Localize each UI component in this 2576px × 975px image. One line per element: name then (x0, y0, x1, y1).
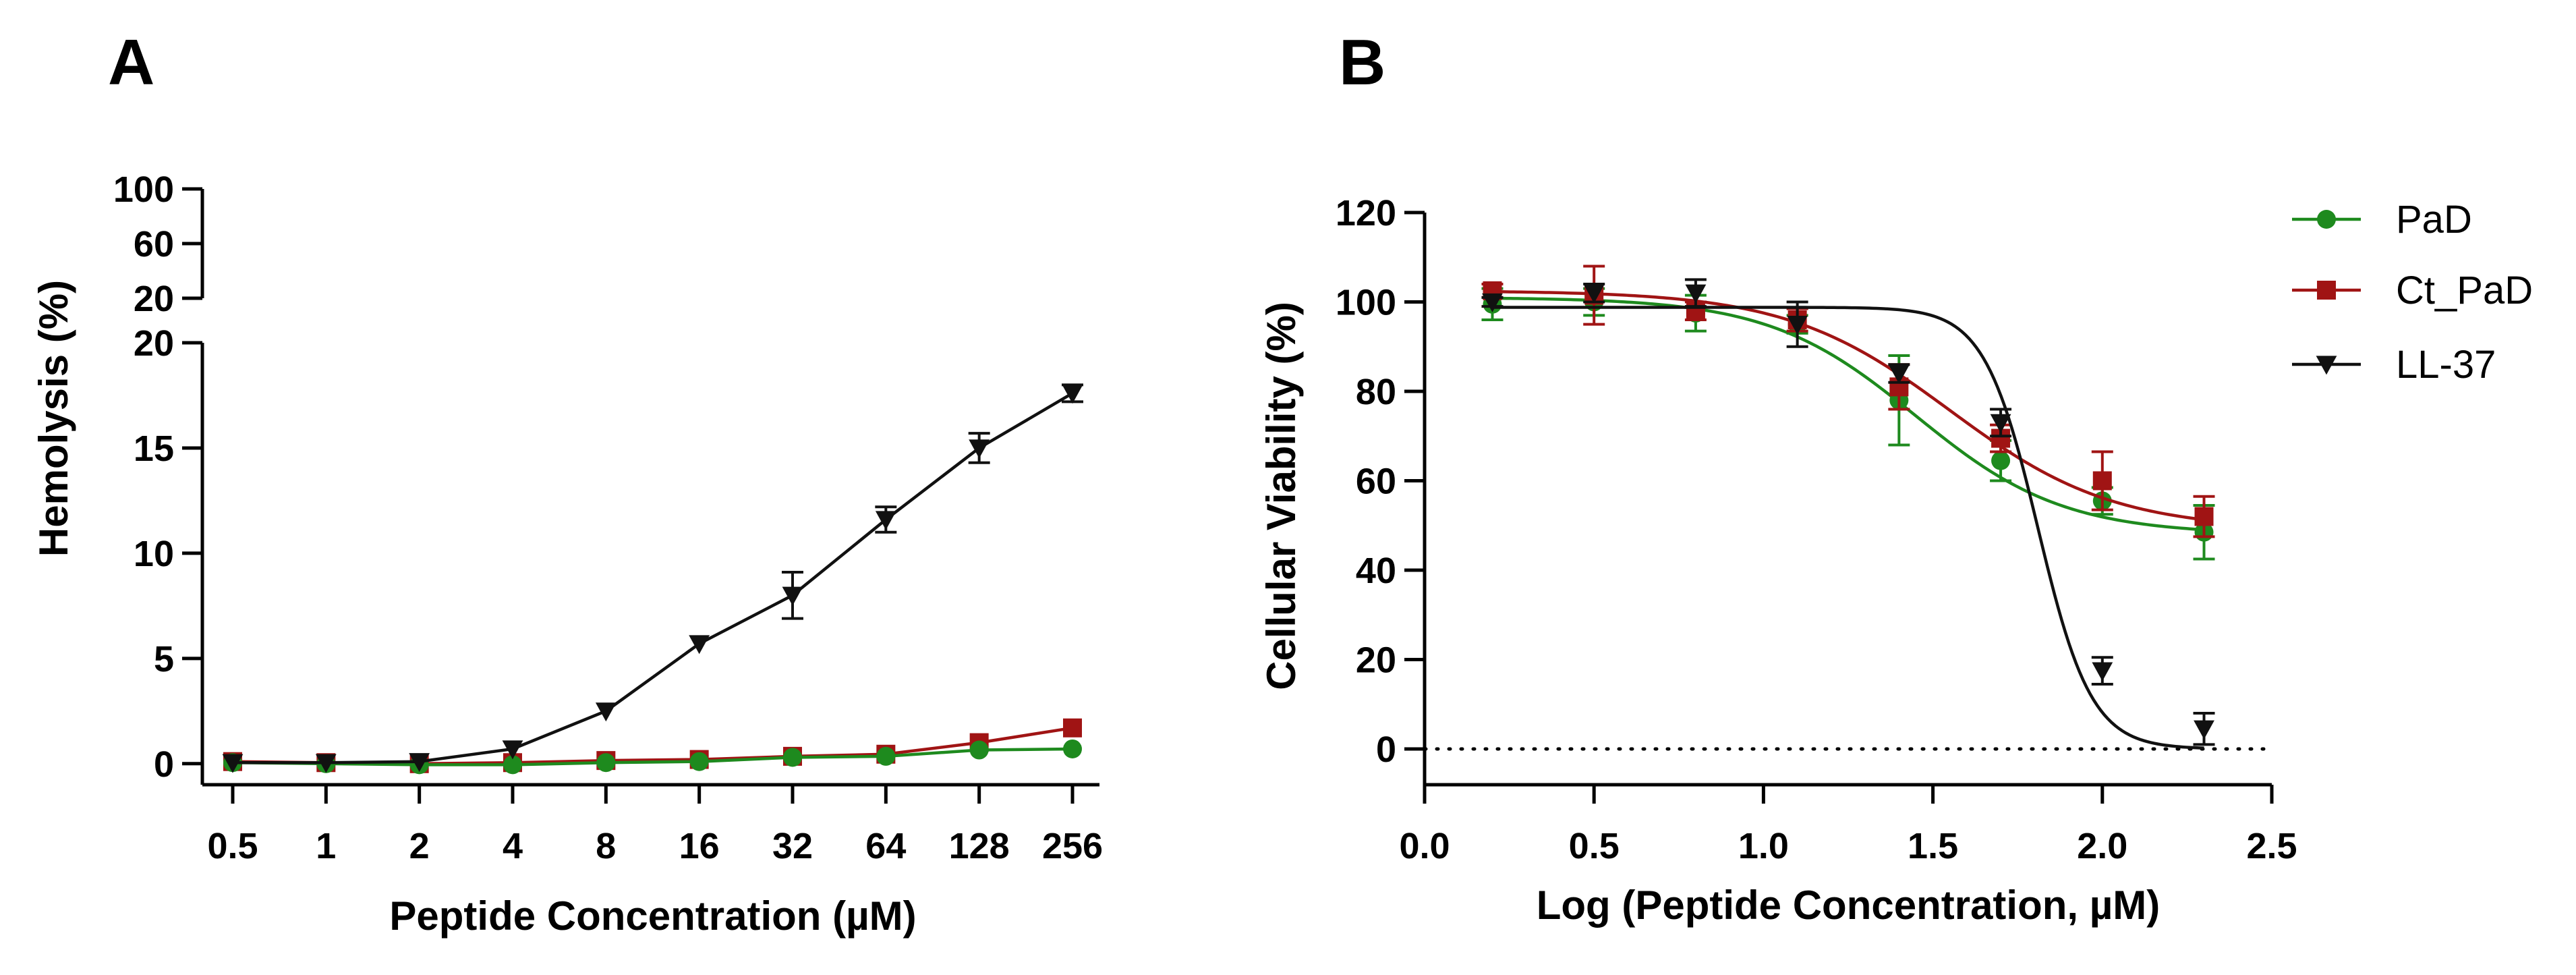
data-point (1685, 284, 1707, 304)
data-point (969, 439, 990, 459)
y-tick-label: 5 (154, 639, 174, 679)
data-point (969, 740, 989, 760)
x-tick-label: 1.0 (1738, 826, 1789, 866)
legend-item-ll-37: LL-37 (2292, 343, 2496, 387)
x-tick-label: 32 (772, 826, 813, 866)
x-tick-label: 1 (316, 826, 336, 866)
y-tick-label: 60 (134, 224, 174, 264)
fit-curve (1492, 290, 2204, 522)
legend-marker (2317, 210, 2336, 229)
y-tick-label: 20 (134, 279, 174, 319)
data-point (875, 511, 896, 530)
x-axis-title: Log (Peptide Concentration, µM) (1537, 883, 2160, 928)
y-tick-label: 0 (1376, 729, 1396, 770)
data-point (783, 748, 802, 767)
data-point (1888, 364, 1910, 384)
legend-item-ct-pad: Ct_PaD (2292, 269, 2533, 312)
series-line (232, 747, 1073, 767)
y-tick-label: 20 (1356, 640, 1396, 681)
data-point (782, 586, 803, 606)
y-tick-label: 15 (134, 428, 174, 469)
data-point (595, 702, 617, 722)
panel-a-letter: A (108, 26, 154, 99)
x-tick-label: 1.5 (1908, 826, 1958, 866)
data-point (222, 754, 244, 773)
viability-chart: 0 20 40 60 80 100 120 0.0 0.5 1.0 1.5 2.0 2.5 Log (Pe… (1259, 193, 2297, 928)
series-line (232, 726, 1073, 766)
x-tick-label: 256 (1042, 826, 1103, 866)
x-axis-title: Peptide Concentration (µM) (389, 893, 916, 939)
x-tick-label: 2.0 (2077, 826, 2127, 866)
fit-curve (1492, 296, 2204, 532)
x-tick-label: 64 (865, 826, 906, 866)
y-tick-label: 100 (1336, 283, 1396, 323)
series-ll-37 (222, 383, 1083, 773)
series-pad (1481, 287, 2215, 561)
x-tick-label: 0.5 (207, 826, 258, 866)
y-tick-label: 100 (113, 169, 174, 210)
legend-label: PaD (2396, 198, 2472, 242)
data-point (315, 754, 337, 773)
y-tick-label: 20 (134, 323, 174, 364)
data-point (2194, 720, 2214, 740)
legend-label: LL-37 (2396, 343, 2496, 387)
data-point (1063, 739, 1082, 758)
x-tick-label: 4 (503, 826, 523, 866)
legend-marker (2316, 356, 2337, 375)
fit-curve (1492, 306, 2204, 750)
y-axis-title: Cellular Viability (%) (1259, 302, 1304, 690)
data-point (1787, 316, 1808, 335)
data-point (689, 752, 709, 771)
legend-label: Ct_PaD (2396, 269, 2533, 312)
series-pad (223, 739, 1082, 775)
data-point (1990, 414, 2011, 433)
x-tick-label: 0.5 (1569, 826, 1620, 866)
data-point (1062, 385, 1083, 404)
y-tick-label: 40 (1356, 551, 1396, 591)
y-tick-label: 120 (1336, 193, 1396, 233)
y-tick-label: 0 (154, 744, 174, 785)
y-tick-label: 60 (1356, 462, 1396, 502)
data-point (1991, 451, 2011, 470)
data-point (1583, 284, 1605, 304)
data-point (503, 755, 522, 775)
x-tick-label: 0.0 (1399, 826, 1450, 866)
series-line (233, 391, 1074, 764)
y-axis-title: Hemolysis (%) (31, 280, 76, 557)
y-tick-label: 80 (1356, 372, 1396, 412)
data-point (689, 635, 710, 654)
legend-marker (2317, 281, 2336, 300)
data-point (2194, 507, 2214, 526)
data-point (2092, 662, 2113, 681)
x-tick-label: 128 (949, 826, 1010, 866)
data-point (2092, 471, 2112, 491)
panel-b-letter: B (1339, 26, 1385, 99)
x-tick-label: 2.5 (2246, 826, 2297, 866)
data-point (1063, 718, 1082, 737)
data-point (502, 740, 523, 760)
legend-item-pad: PaD (2292, 198, 2472, 242)
legend: PaD Ct_PaD LL-37 (2292, 198, 2533, 387)
series-ll-37 (1481, 278, 2215, 750)
x-tick-label: 2 (409, 826, 430, 866)
data-point (876, 746, 896, 766)
data-point (1482, 293, 1503, 312)
data-point (409, 753, 430, 773)
y-tick-label: 10 (134, 534, 174, 574)
data-point (596, 753, 616, 773)
x-tick-label: 8 (596, 826, 616, 866)
x-tick-label: 16 (679, 826, 720, 866)
